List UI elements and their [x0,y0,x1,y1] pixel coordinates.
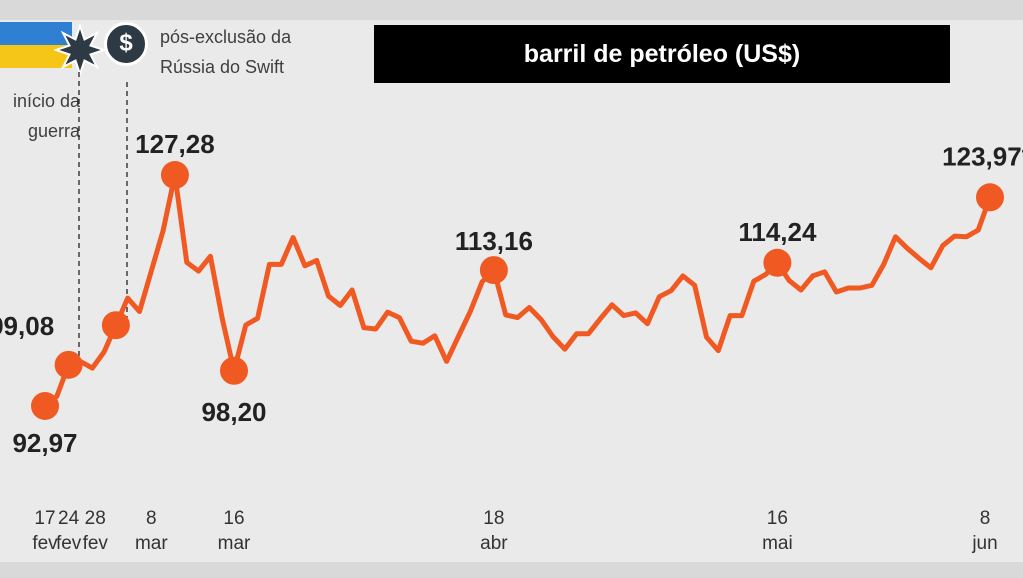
highlight-point [160,161,189,189]
x-tick-label: mar [135,533,168,554]
ukraine-flag-icon [0,22,72,68]
x-tick-label: 24 [58,508,80,529]
highlight-point [976,183,1004,212]
data-label: 114,24 [738,217,817,247]
highlight-point [31,392,59,420]
data-label: 123,97* [942,141,1023,171]
highlight-point [101,311,130,340]
highlight-point [54,350,83,379]
x-tick-label: mar [218,533,251,554]
data-label: 113,16 [455,226,533,256]
data-label: 98,20 [201,397,266,427]
x-tick-label: 16 [223,508,244,529]
highlight-point [479,256,508,285]
x-tick-label: fev [83,533,109,554]
price-line [42,172,993,409]
dollar-symbol: $ [119,29,133,57]
x-tick-label: fev [32,533,58,554]
data-label: 99,08 [0,311,54,341]
dollar-icon: $ [104,22,148,66]
star-burst-icon [54,24,106,76]
x-tick-label: 17 [34,508,55,529]
x-tick-label: jun [971,533,997,554]
highlight-point [763,248,792,277]
x-tick-label: fev [56,533,82,554]
x-tick-label: 18 [483,508,504,529]
chart-title-box: barril de petróleo (US$) [374,25,950,83]
x-tick-label: 8 [980,508,991,529]
data-label: 127,28 [135,129,215,159]
x-tick-label: mai [762,533,793,554]
x-tick-label: 8 [146,508,157,529]
swift-exclusion-note: pós-exclusão da Rússia do Swift [160,27,292,77]
highlight-point [220,356,248,385]
x-tick-label: 16 [767,508,788,529]
war-start-note: início da guerra [12,91,80,141]
chart-title: barril de petróleo (US$) [523,39,801,68]
data-label: 92,97 [12,428,77,458]
chart-panel [0,20,1023,562]
x-tick-label: 28 [85,508,106,529]
x-tick-label: abr [480,533,508,554]
